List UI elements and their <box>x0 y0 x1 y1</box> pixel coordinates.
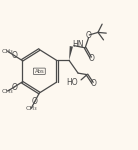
Polygon shape <box>69 46 73 60</box>
Text: HN: HN <box>72 40 84 49</box>
Text: O: O <box>32 97 38 106</box>
Text: O: O <box>11 51 17 60</box>
Text: CH₃: CH₃ <box>25 106 37 111</box>
Text: O: O <box>86 31 92 40</box>
Text: CH₃: CH₃ <box>2 89 14 94</box>
Text: Abs: Abs <box>34 69 44 74</box>
Text: O: O <box>89 54 95 63</box>
Text: O: O <box>11 82 17 91</box>
Text: CH₃: CH₃ <box>2 49 14 54</box>
FancyBboxPatch shape <box>33 68 45 74</box>
Text: O: O <box>91 80 97 88</box>
Text: HO: HO <box>67 78 78 87</box>
